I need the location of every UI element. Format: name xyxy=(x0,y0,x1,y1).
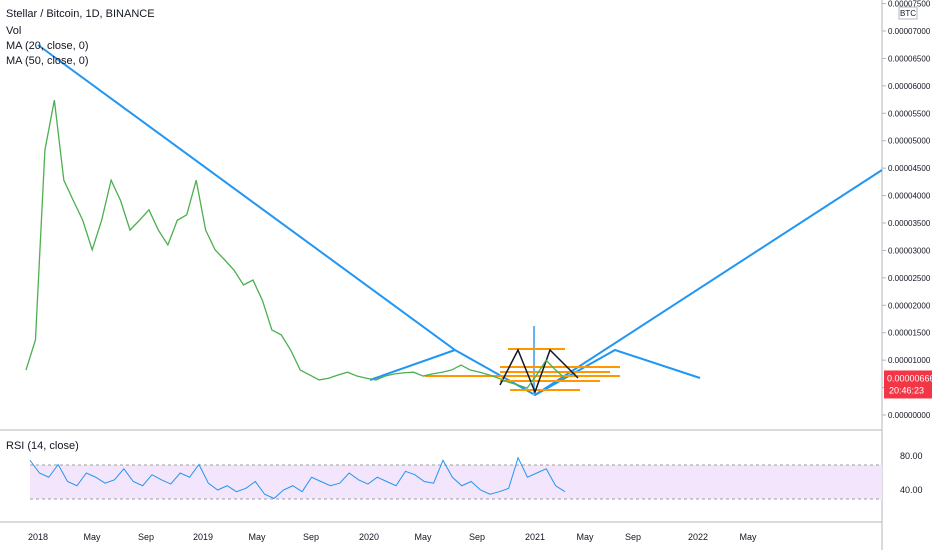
pattern xyxy=(499,348,579,395)
time-label: May xyxy=(248,532,266,542)
price-tick-label: 0.00001500 xyxy=(888,329,931,338)
last-price-box xyxy=(884,370,932,399)
price-tick-label: 0.00002500 xyxy=(888,274,931,283)
price-tick-label: 0.00003000 xyxy=(888,246,931,255)
price-tick-label: 0.00007000 xyxy=(888,27,931,36)
rsi-tick-label: 80.00 xyxy=(900,451,923,461)
trendline xyxy=(534,169,883,396)
time-label: May xyxy=(83,532,101,542)
trendline xyxy=(369,349,456,381)
price-tick-label: 0.00005000 xyxy=(888,137,931,146)
countdown: 20:46:23 xyxy=(889,385,924,395)
last-price: 0.00000666 xyxy=(887,373,932,383)
price-tick-label: 0.00001000 xyxy=(888,356,931,365)
price-tick-label: 0.00006000 xyxy=(888,82,931,91)
rsi-tick-label: 40.00 xyxy=(900,485,923,495)
time-label: 2021 xyxy=(525,532,545,542)
indicator-label: MA (50, close, 0) xyxy=(6,55,89,67)
indicator-label: Vol xyxy=(6,25,21,37)
time-label: May xyxy=(576,532,594,542)
drawings xyxy=(37,44,883,397)
price-tick-label: 0.00004000 xyxy=(888,192,931,201)
currency: BTC xyxy=(900,9,916,18)
time-label: Sep xyxy=(469,532,485,542)
price-tick-label: 0.00004500 xyxy=(888,164,931,173)
rsi-band xyxy=(30,465,882,499)
chart-title: Stellar / Bitcoin, 1D, BINANCE xyxy=(6,8,155,20)
price-tick-label: 0.00007500 xyxy=(888,0,931,9)
price-tick-label: 0.00006500 xyxy=(888,54,931,63)
price-tick-label: 0.00003500 xyxy=(888,219,931,228)
price-tick-label: 0.00002000 xyxy=(888,301,931,310)
currency-box xyxy=(898,6,918,20)
time-label: 2018 xyxy=(28,532,48,542)
price-tick-label: 0.00005500 xyxy=(888,109,931,118)
time-label: May xyxy=(414,532,432,542)
time-label: 2019 xyxy=(193,532,213,542)
rsi-line xyxy=(29,456,566,500)
levels xyxy=(425,348,620,391)
rsi-title: RSI (14, close) xyxy=(6,440,79,452)
indicator-label: MA (20, close, 0) xyxy=(6,40,89,52)
price-line xyxy=(25,99,566,389)
time-label: 2020 xyxy=(359,532,379,542)
time-label: Sep xyxy=(303,532,319,542)
time-label: 2022 xyxy=(688,532,708,542)
time-label: Sep xyxy=(138,532,154,542)
price-tick-label: 0.00000000 xyxy=(888,411,931,420)
time-label: May xyxy=(739,532,757,542)
time-label: Sep xyxy=(625,532,641,542)
